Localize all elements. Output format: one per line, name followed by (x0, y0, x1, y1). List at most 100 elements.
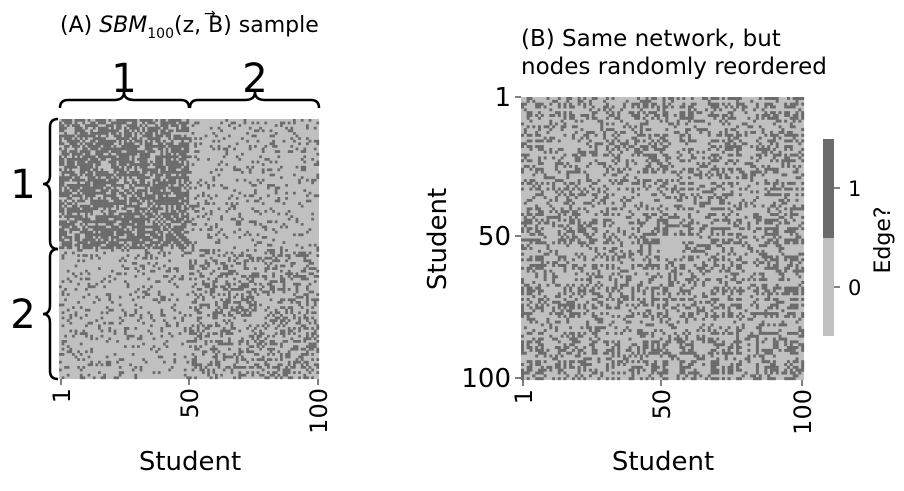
panel-a-edge-cell (106, 233, 109, 236)
panel-a-edge-cell (140, 158, 143, 161)
panel-b-edge-cell (685, 224, 688, 227)
panel-b-edge-cell (790, 216, 793, 219)
panel-b-edge-cell (739, 222, 742, 225)
panel-a-edge-cell (153, 205, 156, 208)
panel-b-edge-cell (750, 156, 753, 159)
panel-a-edge-cell (246, 249, 249, 252)
panel-b-edge-cell (546, 222, 549, 225)
panel-a-edge-cell (150, 226, 153, 229)
panel-a-edge-cell (179, 179, 182, 182)
panel-a-edge-cell (93, 168, 96, 171)
panel-a-edge-cell (192, 330, 195, 333)
panel-b-edge-cell (787, 227, 790, 230)
panel-a-edge-cell (64, 220, 67, 223)
panel-b-edge-cell (781, 185, 784, 188)
panel-b-edge-cell (592, 131, 595, 134)
panel-a-edge-cell (82, 244, 85, 247)
panel-a-edge-cell (124, 231, 127, 234)
panel-a-edge-cell (246, 267, 249, 270)
panel-b-edge-cell (722, 117, 725, 120)
panel-a-edge-cell (238, 223, 241, 226)
panel-a-edge-cell (228, 296, 231, 299)
panel-a-edge-cell (85, 142, 88, 145)
panel-a-edge-cell (285, 311, 288, 314)
panel-a-edge-cell (140, 124, 143, 127)
panel-a-edge-cell (111, 181, 114, 184)
panel-a-edge-cell (160, 200, 163, 203)
panel-a-edge-cell (95, 150, 98, 153)
panel-b-edge-cell (711, 213, 714, 216)
panel-a-edge-cell (101, 184, 104, 187)
panel-a-edge-cell (124, 122, 127, 125)
panel-a-edge-cell (72, 155, 75, 158)
panel-a-edge-cell (236, 257, 239, 260)
panel-a-edge-cell (98, 119, 101, 122)
panel-b-edge-cell (595, 219, 598, 222)
panel-a-edge-cell (215, 278, 218, 281)
panel-b-edge-cell (679, 176, 682, 179)
panel-a-edge-cell (137, 220, 140, 223)
panel-b-edge-cell (696, 173, 699, 176)
panel-a-edge-cell (192, 285, 195, 288)
panel-a-edge-cell (95, 207, 98, 210)
panel-a-edge-cell (108, 176, 111, 179)
panel-a-edge-cell (119, 158, 122, 161)
panel-b-edge-cell (796, 168, 799, 171)
panel-a-edge-cell (59, 179, 62, 182)
panel-a-edge-cell (75, 184, 78, 187)
panel-b-edge-cell (603, 154, 606, 157)
panel-a-edge-cell (59, 122, 62, 125)
panel-b-edge-cell (532, 165, 535, 168)
panel-a-edge-cell (132, 155, 135, 158)
panel-b-edge-cell (646, 120, 649, 123)
panel-a-edge-cell (184, 215, 187, 218)
panel-b-edge-cell (612, 139, 615, 142)
panel-a-edge-cell (72, 135, 75, 138)
panel-a-edge-cell (171, 213, 174, 216)
panel-b-edge-cell (595, 145, 598, 148)
panel-a-edge-cell (98, 324, 101, 327)
panel-a-edge-cell (205, 283, 208, 286)
panel-a-edge-cell (147, 145, 150, 148)
panel-b-edge-cell (552, 176, 555, 179)
panel-b-edge-cell (776, 120, 779, 123)
panel-a-edge-cell (101, 246, 104, 249)
panel-a-edge-cell (114, 155, 117, 158)
panel-a-edge-cell (103, 148, 106, 151)
panel-b-edge-cell (793, 159, 796, 162)
panel-a-edge-cell (111, 213, 114, 216)
panel-a-edge-cell (124, 311, 127, 314)
panel-a-edge-cell (85, 148, 88, 151)
panel-a-edge-cell (85, 332, 88, 335)
panel-b-edge-cell (781, 202, 784, 205)
panel-b-edge-cell (779, 222, 782, 225)
panel-a-edge-cell (158, 301, 161, 304)
panel-b-edge-cell (793, 219, 796, 222)
panel-b-edge-cell (626, 162, 629, 165)
panel-a-edge-cell (82, 122, 85, 125)
panel-b-edge-cell (586, 134, 589, 137)
panel-a-edge-cell (155, 280, 158, 283)
panel-b-edge-cell (634, 205, 637, 208)
panel-b-edge-cell (745, 236, 748, 239)
panel-a-edge-cell (153, 168, 156, 171)
panel-a-edge-cell (88, 226, 91, 229)
panel-a-edge-cell (67, 140, 70, 143)
panel-b-edge-cell (773, 148, 776, 151)
panel-a-edge-cell (82, 332, 85, 335)
panel-b-edge-cell (532, 100, 535, 103)
panel-b-edge-cell (524, 154, 527, 157)
panel-b-edge-cell (796, 171, 799, 174)
panel-a-edge-cell (301, 296, 304, 299)
panel-a-edge-cell (155, 246, 158, 249)
panel-a-edge-cell (160, 161, 163, 164)
panel-b-edge-cell (595, 142, 598, 145)
panel-a-edge-cell (275, 327, 278, 330)
panel-a-edge-cell (137, 231, 140, 234)
panel-a-edge-cell (69, 236, 72, 239)
panel-b-edge-cell (711, 159, 714, 162)
panel-b-edge-cell (538, 213, 541, 216)
panel-b-edge-cell (702, 162, 705, 165)
panel-b-edge-cell (784, 196, 787, 199)
panel-b-edge-cell (572, 236, 575, 239)
